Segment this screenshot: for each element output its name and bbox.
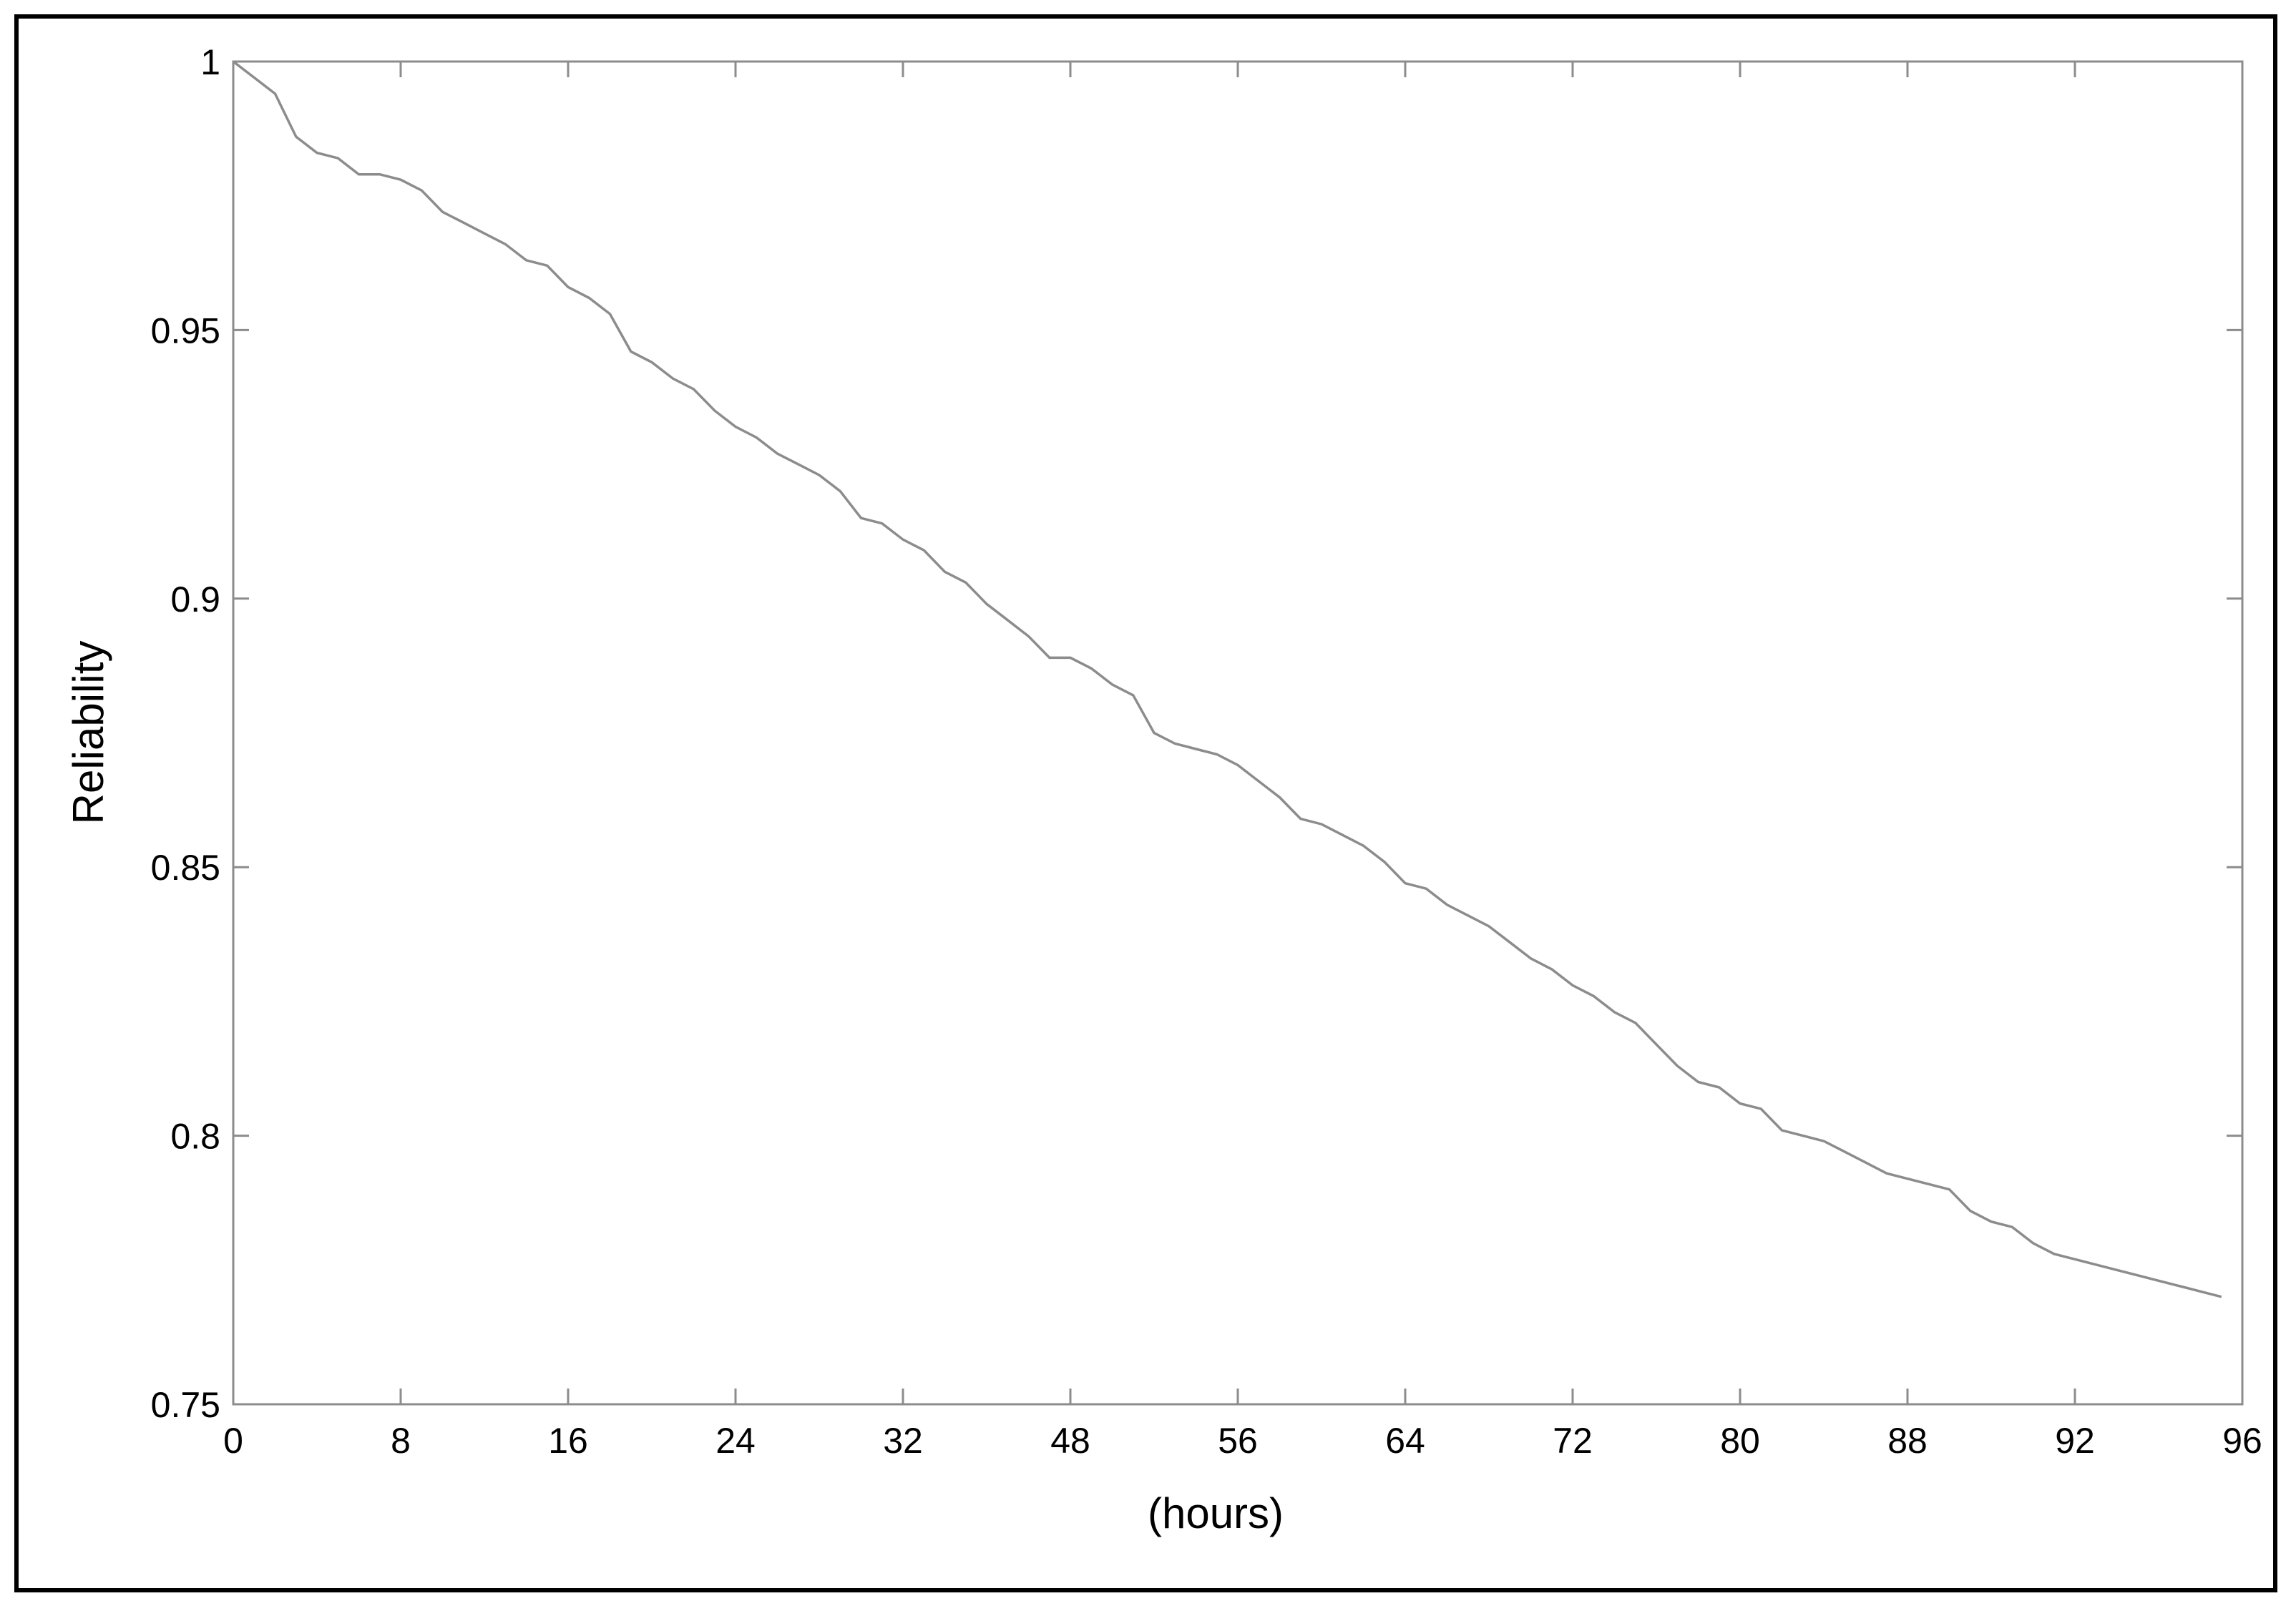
x-tick-label: 96 (2222, 1421, 2262, 1461)
y-tick-label: 0.95 (151, 310, 220, 351)
reliability-series-line (232, 60, 2222, 1298)
x-tick-label: 8 (391, 1421, 411, 1461)
x-tick-label: 0 (223, 1421, 243, 1461)
x-tick-label: 48 (1050, 1421, 1090, 1461)
x-axis-ticks: 0 8 16 24 32 48 56 64 72 80 88 92 96 (223, 62, 2262, 1461)
y-tick-label: 0.75 (151, 1385, 220, 1425)
y-tick-label: 0.8 (170, 1117, 220, 1157)
x-axis-title: (hours) (1148, 1489, 1284, 1537)
x-tick-label: 88 (1887, 1421, 1928, 1461)
x-tick-label: 80 (1720, 1421, 1760, 1461)
y-tick-label: 0.9 (170, 579, 220, 620)
y-axis-title: Reliability (64, 641, 112, 825)
x-tick-label: 16 (548, 1421, 588, 1461)
x-tick-label: 92 (2055, 1421, 2095, 1461)
y-tick-label: 1 (200, 42, 220, 82)
x-tick-label: 24 (715, 1421, 756, 1461)
figure-frame: 0.75 0.8 0.85 0.9 0.95 1 0 8 16 24 32 48 56 64 72 80 88… (14, 14, 2277, 1592)
reliability-chart: 0.75 0.8 0.85 0.9 0.95 1 0 8 16 24 32 48 56 64 72 80 88… (64, 42, 2262, 1537)
x-tick-label: 56 (1218, 1421, 1258, 1461)
x-tick-label: 64 (1385, 1421, 1425, 1461)
x-tick-label: 32 (883, 1421, 923, 1461)
x-tick-label: 72 (1553, 1421, 1593, 1461)
y-tick-label: 0.85 (151, 848, 220, 888)
y-axis-ticks: 0.75 0.8 0.85 0.9 0.95 1 (151, 42, 2242, 1425)
